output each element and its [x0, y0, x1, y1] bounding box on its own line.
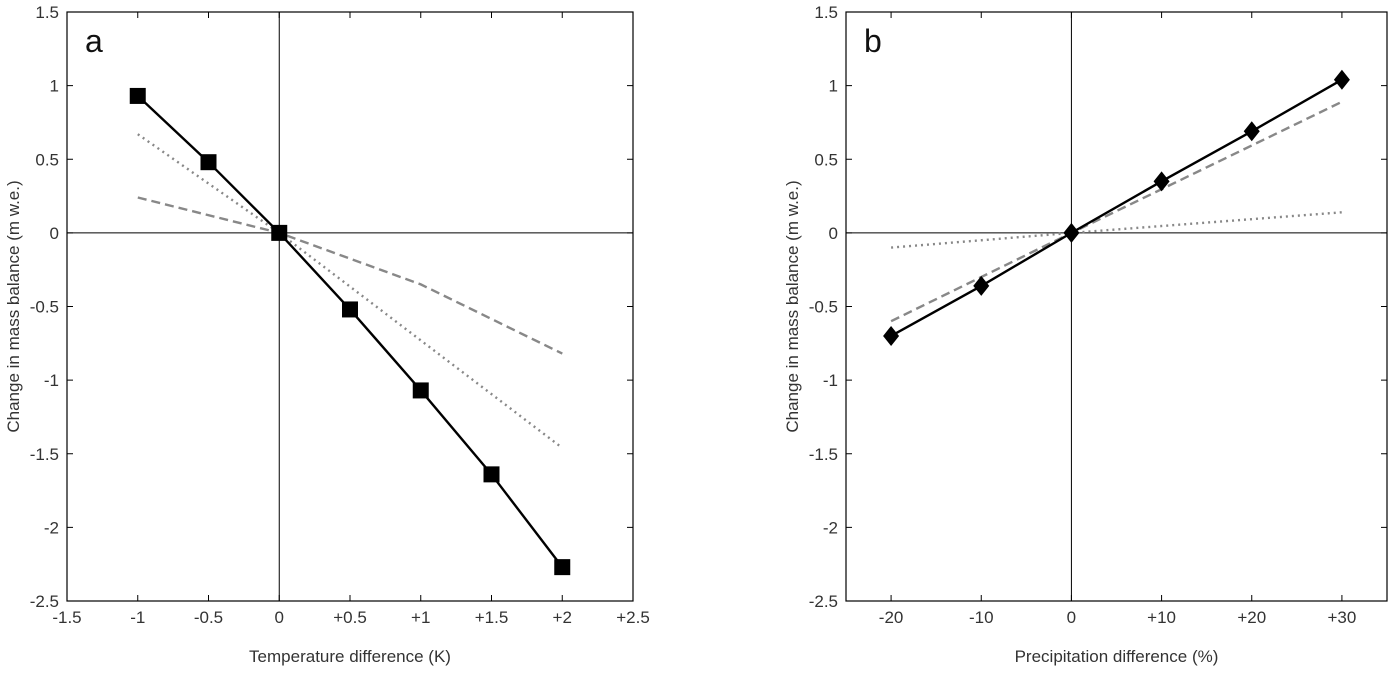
x-tick-label: +20 [1237, 608, 1266, 627]
x-tick-label: +30 [1327, 608, 1356, 627]
data-point-square [200, 154, 217, 171]
y-tick-label: -0.5 [30, 298, 59, 317]
data-point-square [129, 87, 146, 104]
data-point-diamond [1063, 222, 1080, 243]
data-point-diamond [973, 275, 990, 296]
panel-a: -1.5 -1 -0.5 0 +0.5 +1 +1.5 +2 +2.5 -2.5 -2 -1.5 -1 -… [4, 3, 650, 666]
x-tick-label: -1.5 [52, 608, 81, 627]
series-line-dotted [891, 211, 1342, 249]
y-tick-label: -1 [44, 371, 59, 390]
data-point-diamond [1153, 171, 1170, 192]
y-tick-label: 0.5 [814, 150, 838, 169]
data-point-diamond [1333, 69, 1350, 90]
y-axis-label: Change in mass balance (m w.e.) [4, 180, 23, 432]
series-line-dashed [137, 196, 563, 355]
x-tick-label: +1 [411, 608, 430, 627]
series-line-dotted [137, 133, 564, 449]
x-tick-label: +1.5 [475, 608, 509, 627]
y-tick-label: 1 [50, 77, 59, 96]
data-point-square [342, 301, 358, 318]
y-tick-label: 1.5 [814, 3, 838, 22]
y-tick-label: 0.5 [35, 150, 59, 169]
data-point-diamond [883, 325, 900, 346]
y-tick-label: -1 [823, 371, 838, 390]
data-point-square [554, 559, 571, 576]
panel-b: -20 -10 0 +10 +20 +30 -2.5 -2 -1.5 -1 -0.5 0 0.5 1 1.5… [783, 3, 1388, 666]
y-tick-label: 1.5 [35, 3, 59, 22]
y-tick-label: -0.5 [809, 298, 838, 317]
y-tick-label: 0 [50, 224, 59, 243]
x-axis-label: Precipitation difference (%) [1015, 647, 1219, 666]
y-tick-label: -2.5 [30, 592, 59, 611]
x-tick-label: -20 [879, 608, 904, 627]
y-tick-label: 1 [829, 77, 838, 96]
y-tick-label: -2.5 [809, 592, 838, 611]
x-axis-label: Temperature difference (K) [249, 647, 451, 666]
y-axis-label: Change in mass balance (m w.e.) [783, 180, 802, 432]
x-tick-label: -10 [969, 608, 994, 627]
x-tick-label: 0 [275, 608, 284, 627]
x-tick-label: +0.5 [333, 608, 367, 627]
panel-label: a [85, 23, 103, 59]
y-tick-label: -1.5 [30, 445, 59, 464]
data-point-square [412, 382, 429, 399]
data-point-square [483, 466, 500, 483]
y-tick-label: -1.5 [809, 445, 838, 464]
y-tick-label: -2 [823, 518, 838, 537]
x-tick-label: +2.5 [616, 608, 650, 627]
x-tick-label: -0.5 [194, 608, 223, 627]
x-tick-label: +2 [553, 608, 572, 627]
data-point-square [271, 224, 288, 241]
x-tick-label: 0 [1067, 608, 1076, 627]
series-line-dashed [890, 100, 1343, 323]
y-tick-label: -2 [44, 518, 59, 537]
x-tick-label: -1 [130, 608, 145, 627]
y-tick-label: 0 [829, 224, 838, 243]
x-tick-label: +10 [1147, 608, 1176, 627]
panel-label: b [864, 23, 882, 59]
data-point-diamond [1243, 121, 1260, 142]
series-line-solid [890, 78, 1343, 337]
